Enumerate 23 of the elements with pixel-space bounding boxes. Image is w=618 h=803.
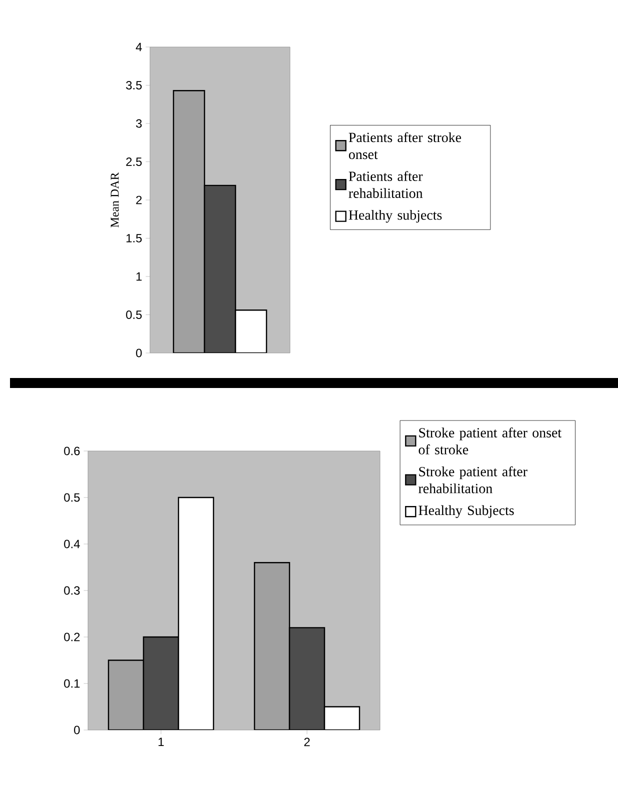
y-axis-title: Mean DAR: [110, 172, 119, 228]
y-tick-label: 2.5: [126, 158, 142, 166]
y-tick-label: 0: [136, 348, 142, 358]
y-tick-label: 4: [136, 42, 142, 52]
y-tick-label: 0: [74, 726, 80, 734]
y-tick-label: 3: [136, 119, 142, 128]
legend-label: Stroke patient after rehabilitation: [418, 466, 528, 494]
legend-label: Patients after stroke onset: [348, 132, 462, 160]
y-tick-label: 0.4: [64, 540, 80, 548]
legend-label: Healthy subjects: [348, 210, 442, 223]
y-tick-label: 0.5: [126, 310, 142, 319]
y-tick-label: 0.1: [64, 679, 80, 688]
y-tick-label: 2: [136, 196, 142, 204]
y-tick-label: 0.5: [64, 493, 80, 502]
legend-label: Patients after rehabilitation: [348, 171, 423, 198]
y-tick-label: 0.2: [64, 632, 80, 642]
y-tick-label: 0.3: [64, 586, 80, 595]
legend-label: Stroke patient after onset of stroke: [418, 427, 562, 454]
y-tick-label: 3.5: [126, 81, 142, 90]
y-tick-label: 0.6: [64, 446, 80, 456]
legend-label: Healthy Subjects: [418, 505, 514, 518]
y-tick-label: 1: [136, 272, 142, 281]
y-tick-label: 1.5: [126, 234, 142, 242]
